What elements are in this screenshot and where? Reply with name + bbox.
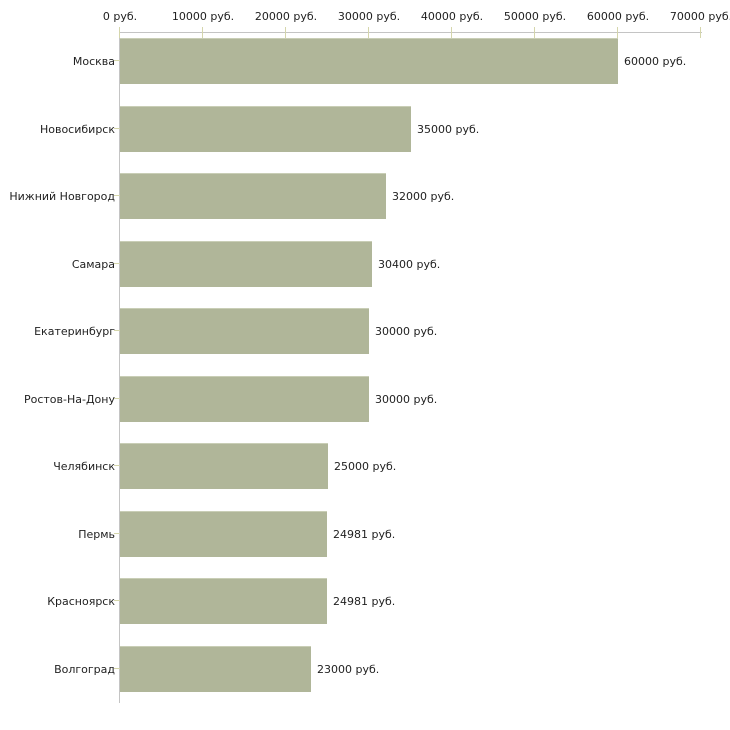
bar-value-label: 24981 руб. bbox=[333, 527, 396, 541]
y-axis-tick bbox=[114, 668, 125, 669]
x-axis-tick-label: 10000 руб. bbox=[171, 10, 235, 23]
category-label: Екатеринбург bbox=[34, 324, 115, 338]
category-label: Новосибирск bbox=[39, 122, 115, 136]
x-axis-tick bbox=[202, 27, 203, 38]
x-axis-tick-label: 40000 руб. bbox=[420, 10, 484, 23]
bar bbox=[120, 173, 386, 219]
category-label: Москва bbox=[72, 54, 115, 68]
bar-value-label: 35000 руб. bbox=[417, 122, 480, 136]
category-label: Пермь bbox=[78, 527, 115, 541]
x-axis-line bbox=[119, 32, 702, 33]
x-axis-tick-label: 70000 руб. bbox=[669, 10, 730, 23]
x-axis-tick-label: 0 руб. bbox=[102, 10, 138, 23]
x-axis-tick bbox=[617, 27, 618, 38]
category-label: Ростов-На-Дону bbox=[23, 392, 115, 406]
x-axis-tick bbox=[368, 27, 369, 38]
y-axis-tick bbox=[114, 195, 125, 196]
y-axis-tick bbox=[114, 600, 125, 601]
y-axis-tick bbox=[114, 128, 125, 129]
bar bbox=[120, 443, 328, 489]
bar bbox=[120, 241, 372, 287]
y-axis-line bbox=[119, 32, 120, 703]
bar-value-label: 60000 руб. bbox=[624, 54, 687, 68]
x-axis-tick bbox=[285, 27, 286, 38]
bar bbox=[120, 646, 311, 692]
category-label: Нижний Новгород bbox=[9, 189, 115, 203]
x-axis-tick-label: 30000 руб. bbox=[337, 10, 401, 23]
x-axis-tick bbox=[451, 27, 452, 38]
y-axis-tick bbox=[114, 533, 125, 534]
bar bbox=[120, 376, 369, 422]
bar bbox=[120, 578, 327, 624]
y-axis-tick bbox=[114, 330, 125, 331]
bar bbox=[120, 511, 327, 557]
y-axis-tick bbox=[114, 263, 125, 264]
plot-area: 0 руб. 10000 руб. 20000 руб. 30000 руб. 4000… bbox=[9, 10, 730, 709]
bar-value-label: 30000 руб. bbox=[375, 324, 438, 338]
y-axis-tick bbox=[114, 398, 125, 399]
x-axis-tick bbox=[700, 27, 701, 38]
bar-value-label: 30000 руб. bbox=[375, 392, 438, 406]
bar bbox=[120, 308, 369, 354]
x-axis-tick bbox=[119, 27, 120, 38]
category-label: Челябинск bbox=[53, 459, 115, 473]
x-axis-tick-label: 50000 руб. bbox=[503, 10, 567, 23]
bar bbox=[120, 106, 411, 152]
x-axis-tick-label: 20000 руб. bbox=[254, 10, 318, 23]
x-axis-tick-label: 60000 руб. bbox=[586, 10, 650, 23]
y-axis-tick bbox=[114, 60, 125, 61]
category-label: Красноярск bbox=[47, 594, 115, 608]
bar-value-label: 32000 руб. bbox=[392, 189, 455, 203]
bar-value-label: 23000 руб. bbox=[317, 662, 380, 676]
bar-value-label: 24981 руб. bbox=[333, 594, 396, 608]
bar-value-label: 25000 руб. bbox=[334, 459, 397, 473]
category-label: Волгоград bbox=[54, 662, 115, 676]
x-axis-tick bbox=[534, 27, 535, 38]
bar bbox=[120, 38, 618, 84]
category-label: Самара bbox=[71, 257, 115, 271]
y-axis-tick bbox=[114, 465, 125, 466]
bar-value-label: 30400 руб. bbox=[378, 257, 441, 271]
